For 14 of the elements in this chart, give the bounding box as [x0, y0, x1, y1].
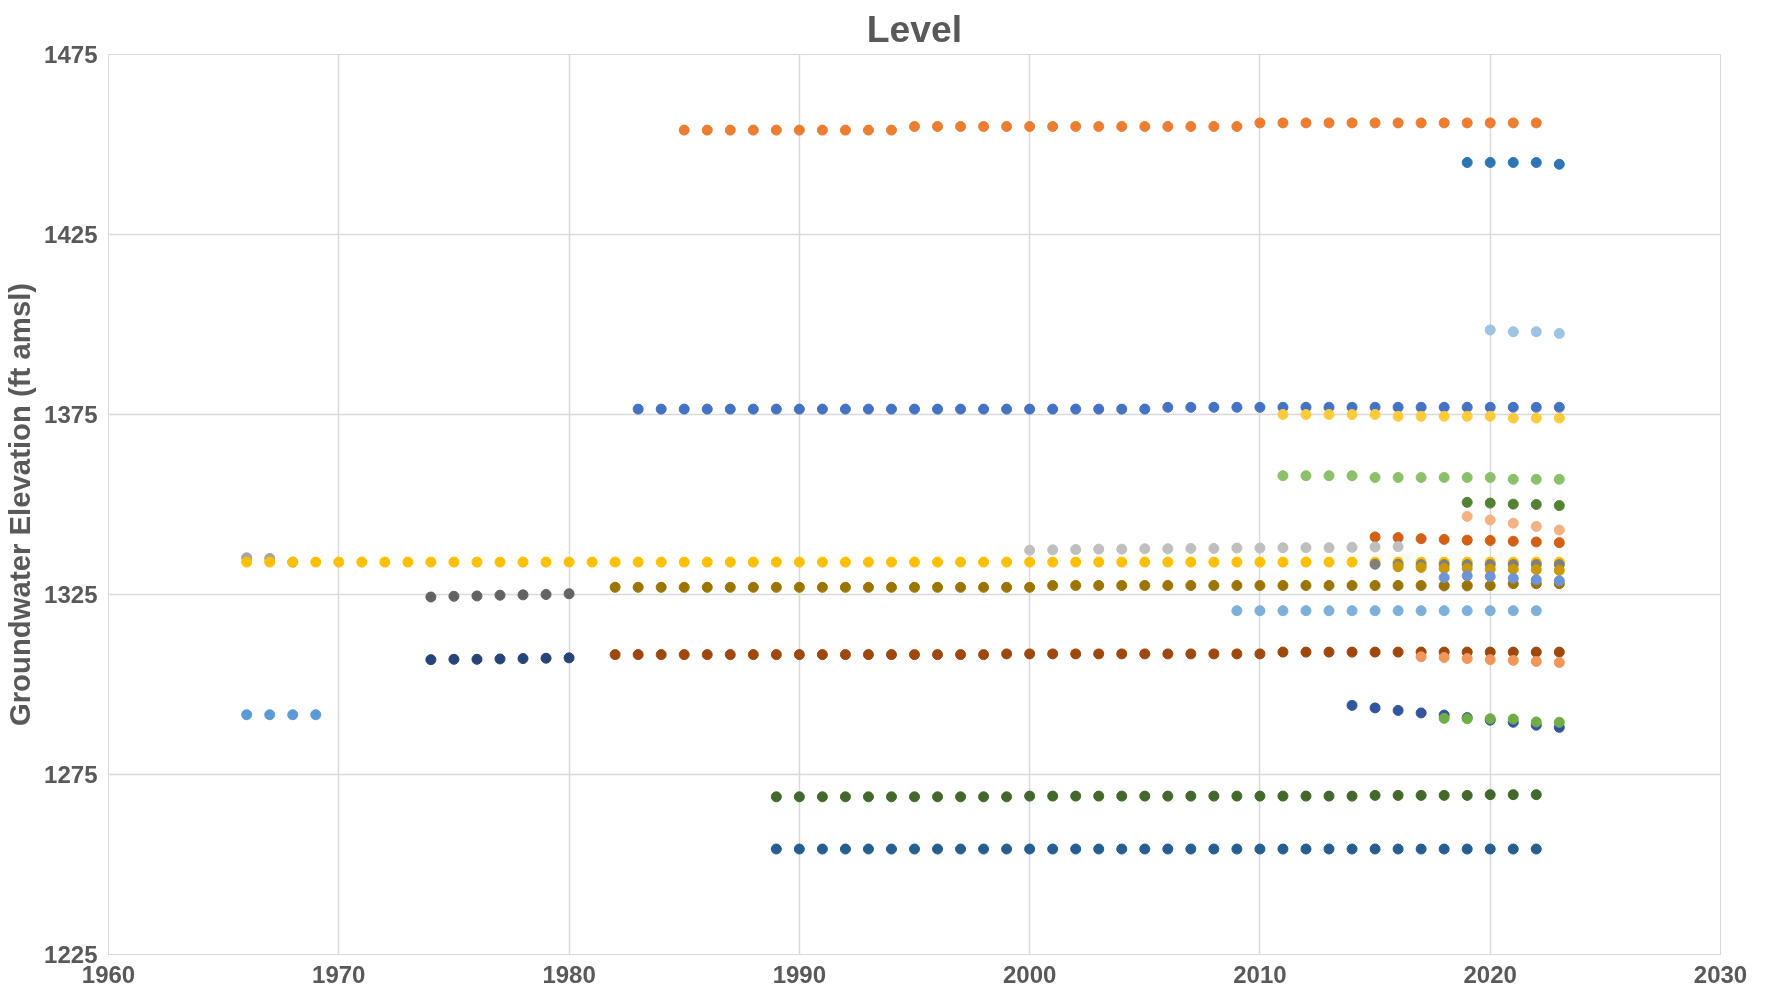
y-tick-label: 1375: [44, 401, 98, 428]
y-tick-label: 1275: [44, 761, 98, 788]
y-axis-title: Groundwater Elevation (ft amsl): [3, 282, 37, 727]
y-tick-label: 1325: [44, 581, 98, 608]
x-tick-label: 1990: [772, 960, 827, 988]
y-tick-label: 1425: [44, 221, 98, 248]
x-tick-label: 2010: [1233, 960, 1287, 988]
x-tick-label: 2030: [1693, 960, 1748, 988]
y-tick-label: 1475: [44, 41, 98, 68]
x-tick-label: 1980: [542, 960, 596, 988]
x-tick-label: 2020: [1463, 960, 1517, 988]
x-tick-label: 2000: [1002, 960, 1057, 988]
chart-title: Level: [866, 7, 963, 50]
x-tick-label: 1970: [312, 960, 366, 988]
